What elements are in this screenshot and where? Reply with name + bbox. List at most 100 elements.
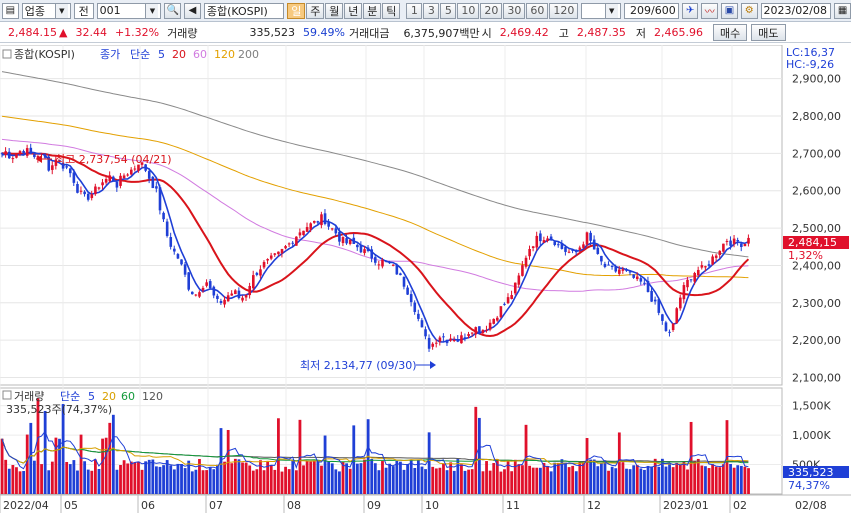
price-chart[interactable]: 2,900,00 2,800,00 2,700,00 2,600,00 2,500,00… xyxy=(0,44,851,514)
candle-body xyxy=(729,240,732,246)
volume-bar xyxy=(158,466,162,494)
candle-body xyxy=(155,186,158,189)
sell-button[interactable]: 매도 xyxy=(751,24,786,41)
interval-button-4[interactable]: 20 xyxy=(480,2,503,19)
candle-body xyxy=(101,182,104,186)
volume-bar xyxy=(165,460,169,494)
tab-period-2[interactable]: 월 xyxy=(325,2,344,19)
candle-body xyxy=(133,168,137,170)
interval-button-3[interactable]: 10 xyxy=(457,2,480,19)
candle-body xyxy=(535,235,539,248)
volume-bar xyxy=(434,468,438,494)
index-name-field[interactable]: 종합(KOSPI) xyxy=(203,2,285,19)
chart-area[interactable]: 2,900,00 2,800,00 2,700,00 2,600,00 2,500,00… xyxy=(0,44,851,514)
volume-bar xyxy=(76,470,79,494)
volume-bar xyxy=(535,467,539,494)
volume-bar xyxy=(208,467,212,494)
candle-body xyxy=(341,237,345,244)
volume-bar xyxy=(571,465,575,494)
low-label: 저 xyxy=(635,26,647,40)
candle-body xyxy=(646,280,650,292)
candle-body xyxy=(553,241,557,245)
list-icon[interactable]: ▤ xyxy=(2,2,19,19)
interval-button-6[interactable]: 60 xyxy=(526,2,549,19)
candle-body xyxy=(277,251,280,255)
volume-bar xyxy=(481,471,485,494)
legend-checkbox-icon[interactable] xyxy=(2,390,12,400)
period-type-select[interactable]: 전 xyxy=(73,2,94,19)
volume-bar xyxy=(485,461,488,494)
interval-button-2[interactable]: 5 xyxy=(440,2,457,19)
volume-bar xyxy=(711,464,715,494)
search-icon[interactable]: 🔍 xyxy=(164,2,182,19)
volume-bar xyxy=(244,462,248,494)
interval-button-5[interactable]: 30 xyxy=(503,2,526,19)
candle-body xyxy=(725,240,729,242)
y-tick-label: 2,100,00 xyxy=(792,372,841,385)
amount-value: 6,375,907백만 xyxy=(403,26,480,40)
settings-icon[interactable]: ⚙ xyxy=(740,2,758,19)
interval-button-7[interactable]: 120 xyxy=(549,2,579,19)
calendar-icon[interactable]: ▦ xyxy=(834,2,851,19)
tool-icon[interactable]: ✈ xyxy=(681,2,699,19)
candle-body xyxy=(589,232,592,241)
candle-body xyxy=(671,323,675,331)
tab-period-3[interactable]: 년 xyxy=(344,2,363,19)
candle-body xyxy=(338,231,341,242)
candle-body xyxy=(517,275,521,285)
date-field[interactable]: 2023/02/08 xyxy=(760,2,832,19)
legend-checkbox-icon[interactable] xyxy=(2,49,12,59)
market-select[interactable]: 업종 ▼ xyxy=(21,2,71,19)
x-axis-label: 10 xyxy=(425,499,439,512)
volume-bar xyxy=(32,460,36,494)
candle-body xyxy=(704,266,707,268)
volume-bar xyxy=(391,466,395,494)
market-select-value: 업종 xyxy=(24,4,45,18)
ma20-line xyxy=(1,152,750,338)
volume-bar xyxy=(747,468,750,494)
candle-body xyxy=(83,191,86,195)
count-field[interactable]: 209/600 xyxy=(623,2,679,19)
candle-body xyxy=(205,282,208,286)
buy-button[interactable]: 매수 xyxy=(713,24,748,41)
change-percent: +1.32% xyxy=(114,26,160,39)
candle-body xyxy=(266,259,269,261)
interval-custom-select[interactable]: ▼ xyxy=(581,2,621,19)
tab-period-5[interactable]: 틱 xyxy=(382,2,401,19)
candle-body xyxy=(539,233,542,242)
candle-body xyxy=(650,290,653,302)
volume-bar xyxy=(689,421,693,494)
volume-legend-ma-label: 단순 xyxy=(60,390,80,403)
y-tick-label: 2,700,00 xyxy=(792,147,841,160)
candle-body xyxy=(643,282,646,284)
interval-button-1[interactable]: 3 xyxy=(423,2,440,19)
interval-button-0[interactable]: 1 xyxy=(406,2,423,19)
candle-body xyxy=(79,190,83,192)
candle-body xyxy=(97,187,101,189)
volume-bar xyxy=(456,459,460,494)
volume-bar xyxy=(0,438,4,494)
quote-bar: 2,484.15 ▲ 32.44 +1.32% 거래량 335,523 59.4… xyxy=(0,23,851,43)
candle-body xyxy=(234,290,237,295)
volume-legend-ma120: 120 xyxy=(142,390,163,403)
volume-bar xyxy=(108,422,112,494)
tab-period-4[interactable]: 분 xyxy=(363,2,382,19)
candle-body xyxy=(409,294,413,303)
candle-body xyxy=(585,232,589,245)
tab-period-0[interactable]: 일 xyxy=(287,2,306,19)
candle-body xyxy=(302,230,305,235)
candle-body xyxy=(251,275,255,289)
candle-body xyxy=(25,148,29,156)
candle-body xyxy=(7,151,11,159)
candle-body xyxy=(435,342,438,344)
candle-body xyxy=(29,147,33,154)
line-chart-icon[interactable]: 〰 xyxy=(701,2,719,19)
volume-bar xyxy=(384,467,388,494)
candle-body xyxy=(0,153,4,155)
speaker-icon[interactable]: ◀ xyxy=(184,2,201,19)
tab-period-1[interactable]: 주 xyxy=(306,2,325,19)
code-input[interactable]: 001 ▼ xyxy=(96,2,162,19)
save-icon[interactable]: ▣ xyxy=(721,2,738,19)
candle-body xyxy=(269,255,273,259)
